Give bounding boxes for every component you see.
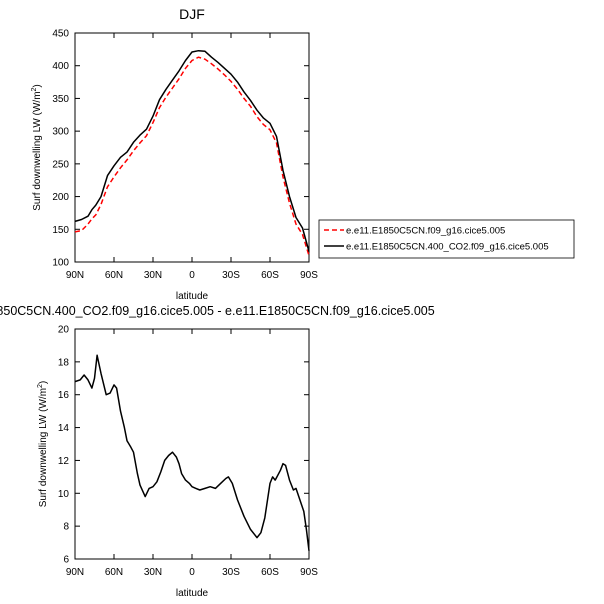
bottom-y-axis-label: Surf downwelling LW (W/m2) <box>37 381 49 508</box>
top-y-tick-label: 450 <box>52 29 69 40</box>
bottom-series-line-0 <box>74 354 310 551</box>
top-y-axis-label-main: Surf downwelling LW (W/m <box>32 91 43 210</box>
bottom-y-tick-label: 12 <box>58 456 70 467</box>
top-y-tick-label: 300 <box>52 127 69 138</box>
bottom-series <box>74 354 310 551</box>
bottom-x-axis-label: latitude <box>176 588 209 599</box>
top-chart: DJF 100 150 200 250 300 350 400 450 90N 60N 30N 0 3… <box>31 6 575 302</box>
bottom-y-tick-label: 16 <box>58 390 70 401</box>
bottom-x-tick-label: 0 <box>189 567 195 578</box>
top-x-tick-label: 90S <box>300 270 318 281</box>
top-x-axis-label: latitude <box>176 291 209 302</box>
bottom-y-ticks: 6 8 10 12 14 16 18 20 <box>58 325 309 566</box>
bottom-chart: e.e11.E1850C5CN.400_CO2.f09_g16.cice5.00… <box>0 304 435 599</box>
top-y-ticks: 100 150 200 250 300 350 400 450 <box>52 29 309 269</box>
bottom-y-tick-label: 18 <box>58 357 70 368</box>
top-x-tick-label: 60S <box>261 270 279 281</box>
top-y-axis-label-sup: 2 <box>31 87 38 91</box>
legend-label-co2: e.e11.E1850C5CN.400_CO2.f09_g16.cice5.00… <box>346 242 549 253</box>
top-series-line-1 <box>74 49 310 252</box>
top-series-line-0 <box>74 56 310 256</box>
top-y-tick-label: 200 <box>52 192 69 203</box>
bottom-x-tick-label: 90S <box>300 567 318 578</box>
top-x-tick-label: 30N <box>144 270 162 281</box>
top-series <box>74 49 310 256</box>
bottom-plot-frame <box>74 328 310 560</box>
top-plot-frame <box>74 32 310 263</box>
bottom-y-tick-label: 6 <box>63 555 69 566</box>
legend-label-control: e.e11.E1850C5CN.f09_g16.cice5.005 <box>346 226 505 237</box>
bottom-y-axis-label-main: Surf downwelling LW (W/m <box>38 388 49 507</box>
top-y-tick-label: 350 <box>52 94 69 105</box>
top-y-tick-label: 100 <box>52 258 69 269</box>
bottom-y-axis-label-close: ) <box>38 381 49 384</box>
top-x-tick-label: 0 <box>189 270 195 281</box>
bottom-x-ticks: 90N 60N 30N 0 30S 60S 90S <box>66 329 318 578</box>
legend: e.e11.E1850C5CN.f09_g16.cice5.005 e.e11.… <box>318 219 575 259</box>
bottom-x-tick-label: 60N <box>105 567 123 578</box>
bottom-y-tick-label: 20 <box>58 325 70 336</box>
top-y-tick-label: 250 <box>52 159 69 170</box>
top-x-tick-label: 90N <box>66 270 84 281</box>
top-y-axis-label: Surf downwelling LW (W/m2) <box>31 84 43 211</box>
top-x-tick-label: 30S <box>222 270 240 281</box>
top-y-tick-label: 150 <box>52 225 69 236</box>
top-x-ticks: 90N 60N 30N 0 30S 60S 90S <box>66 33 318 281</box>
legend-box <box>318 219 575 259</box>
bottom-chart-title: e.e11.E1850C5CN.400_CO2.f09_g16.cice5.00… <box>0 304 435 318</box>
bottom-x-tick-label: 30S <box>222 567 240 578</box>
top-y-tick-label: 400 <box>52 61 69 72</box>
bottom-x-tick-label: 30N <box>144 567 162 578</box>
bottom-y-tick-label: 14 <box>58 423 70 434</box>
top-y-axis-label-close: ) <box>32 84 43 87</box>
top-chart-title: DJF <box>179 6 205 22</box>
bottom-y-axis-label-sup: 2 <box>37 384 44 388</box>
bottom-x-tick-label: 60S <box>261 567 279 578</box>
bottom-x-tick-label: 90N <box>66 567 84 578</box>
top-x-tick-label: 60N <box>105 270 123 281</box>
bottom-y-tick-label: 10 <box>58 489 70 500</box>
bottom-y-tick-label: 8 <box>63 522 69 533</box>
